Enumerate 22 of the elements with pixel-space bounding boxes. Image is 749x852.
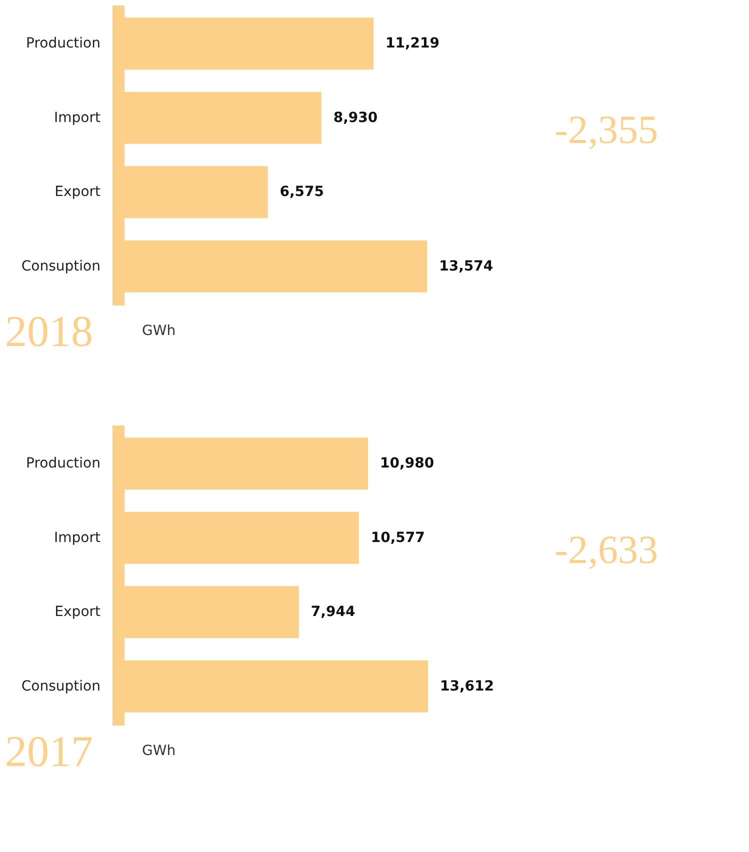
data-label: 7,944 <box>310 604 356 620</box>
text: 2017 <box>5 727 93 776</box>
y-tick-label: Production <box>26 36 100 52</box>
data-label: 13,574 <box>439 258 494 274</box>
x-axis-title: GWh <box>142 323 176 339</box>
y-tick-label: Consuption <box>21 678 100 694</box>
data-label: 6,575 <box>280 184 324 200</box>
y-tick-label: Export <box>54 184 102 200</box>
y-tick-label: Export <box>54 604 102 620</box>
data-label: 10,577 <box>370 530 425 546</box>
y-tick-label: Consuption <box>21 258 100 274</box>
text: -2,355 <box>554 107 658 152</box>
data-label: 11,219 <box>386 36 440 52</box>
data-label: 8,930 <box>333 110 378 126</box>
y-tick-label: Import <box>54 110 102 126</box>
data-label: 10,980 <box>380 456 434 472</box>
x-axis-title: GWh <box>142 743 176 759</box>
y-tick-label: Import <box>54 530 102 546</box>
text: -2,633 <box>554 527 658 572</box>
y-tick-label: Production <box>26 456 100 472</box>
data-label: 13,612 <box>440 678 494 694</box>
text: 2018 <box>5 307 93 356</box>
